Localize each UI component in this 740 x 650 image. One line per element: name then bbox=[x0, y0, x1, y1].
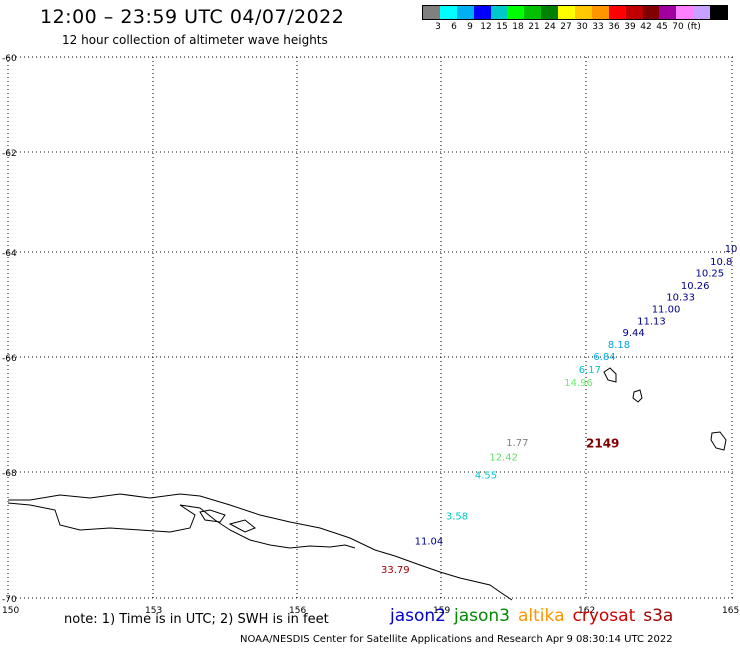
scale-label: 24 bbox=[544, 22, 556, 32]
map-subtitle: 12 hour collection of altimeter wave hei… bbox=[62, 33, 328, 47]
scale-label: 18 bbox=[512, 22, 524, 32]
scale-swatch bbox=[541, 6, 559, 19]
scale-label: 36 bbox=[608, 22, 620, 32]
wave-height-label: 10 bbox=[725, 244, 738, 255]
wave-height-label: 8.18 bbox=[608, 340, 630, 351]
scale-swatch bbox=[524, 6, 542, 19]
scale-swatch bbox=[608, 6, 626, 19]
scale-label: 70 bbox=[672, 22, 684, 32]
scale-swatch bbox=[456, 6, 474, 19]
latitude-label: -62 bbox=[2, 149, 17, 159]
scale-label: 6 bbox=[451, 22, 457, 32]
wave-height-label: 10.33 bbox=[666, 292, 695, 303]
wave-height-label: 10.25 bbox=[696, 269, 725, 280]
wave-height-color-scale: 3 6 9 12 15 18 21 24 27 30 33 36 39 42 45 70 (ft) bbox=[422, 5, 740, 32]
satellite-legend-item: s3a bbox=[643, 606, 674, 626]
coastline bbox=[7, 367, 727, 601]
scale-swatch bbox=[659, 6, 677, 19]
scale-swatch bbox=[439, 6, 457, 19]
pass-time-label: 2149 bbox=[586, 436, 619, 450]
longitude-label: 150 bbox=[2, 606, 19, 616]
wave-height-label: 3.58 bbox=[446, 511, 468, 522]
longitude-label: 153 bbox=[145, 606, 162, 616]
scale-swatch bbox=[473, 6, 491, 19]
latitude-label: -66 bbox=[2, 354, 17, 364]
scale-swatch bbox=[575, 6, 592, 19]
scale-swatch bbox=[490, 6, 508, 19]
island-3 bbox=[710, 431, 727, 451]
longitude-label: 159 bbox=[433, 606, 450, 616]
scale-swatch bbox=[625, 6, 643, 19]
latitude-label: -68 bbox=[2, 469, 17, 479]
scale-swatch bbox=[507, 6, 525, 19]
map-grid: 150 153 156 159 162 165 -60 -62 -64 -66 -68 -70 bbox=[2, 54, 739, 616]
scale-label: 15 bbox=[496, 22, 508, 32]
latitude-label: -60 bbox=[2, 54, 17, 64]
color-scale-swatches bbox=[422, 5, 728, 20]
scale-label: 39 bbox=[624, 22, 636, 32]
scale-label: 42 bbox=[640, 22, 652, 32]
wave-height-label: 6.17 bbox=[579, 365, 601, 376]
longitude-label: 165 bbox=[722, 606, 739, 616]
satellite-legend-item: altika bbox=[518, 606, 565, 626]
satellite-legend-item: jason3 bbox=[454, 606, 510, 626]
wave-height-label: 4.55 bbox=[475, 470, 497, 481]
wave-height-label: 11.13 bbox=[637, 316, 666, 327]
scale-swatch bbox=[693, 6, 711, 19]
wave-height-label: 1.77 bbox=[506, 438, 528, 449]
scale-label: 9 bbox=[467, 22, 473, 32]
scale-swatch bbox=[591, 6, 609, 19]
scale-label: 21 bbox=[528, 22, 540, 32]
satellite-legend: jason2 jason3 altika cryosat s3a bbox=[390, 606, 681, 626]
island-1 bbox=[603, 367, 617, 383]
wave-height-label: 11.00 bbox=[652, 304, 681, 315]
scale-label: 33 bbox=[592, 22, 604, 32]
wave-height-label: 6.84 bbox=[593, 352, 615, 363]
footer-note: note: 1) Time is in UTC; 2) SWH is in fe… bbox=[64, 612, 329, 627]
scale-label: 3 bbox=[435, 22, 441, 32]
satellite-legend-item: jason2 bbox=[390, 606, 446, 626]
antarctic-coastline bbox=[7, 493, 513, 601]
wave-height-label: 10.26 bbox=[681, 281, 710, 292]
scale-swatch bbox=[676, 6, 694, 19]
scale-label: 30 bbox=[576, 22, 588, 32]
wave-height-label: 14.96 bbox=[564, 378, 593, 389]
color-scale-labels: 3 6 9 12 15 18 21 24 27 30 33 36 39 42 45 70 (ft) bbox=[422, 22, 740, 32]
scale-label: 45 bbox=[656, 22, 668, 32]
scale-label: 12 bbox=[480, 22, 492, 32]
wave-height-label: 10.8 bbox=[710, 257, 732, 268]
longitude-label: 156 bbox=[289, 606, 306, 616]
wave-height-label: 33.79 bbox=[381, 565, 410, 576]
footer-credit: NOAA/NESDIS Center for Satellite Applica… bbox=[240, 634, 673, 645]
wave-height-labels: 1010.810.2510.2610.3311.0011.139.448.186… bbox=[381, 244, 737, 576]
latitude-label: -70 bbox=[2, 595, 17, 605]
satellite-legend-item: cryosat bbox=[572, 606, 636, 626]
scale-swatch bbox=[423, 6, 440, 19]
scale-swatch bbox=[558, 6, 576, 19]
latitude-label: -64 bbox=[2, 249, 17, 259]
wave-height-label: 12.42 bbox=[489, 453, 518, 464]
longitude-label: 162 bbox=[578, 606, 595, 616]
scale-swatch bbox=[642, 6, 660, 19]
island-2 bbox=[632, 389, 643, 403]
scale-label: (ft) bbox=[687, 22, 701, 32]
scale-swatch bbox=[710, 6, 728, 19]
wave-height-label: 9.44 bbox=[623, 328, 645, 339]
map-title: 12:00 – 23:59 UTC 04/07/2022 bbox=[40, 6, 345, 28]
wave-height-label: 11.04 bbox=[415, 536, 444, 547]
scale-label: 27 bbox=[560, 22, 572, 32]
